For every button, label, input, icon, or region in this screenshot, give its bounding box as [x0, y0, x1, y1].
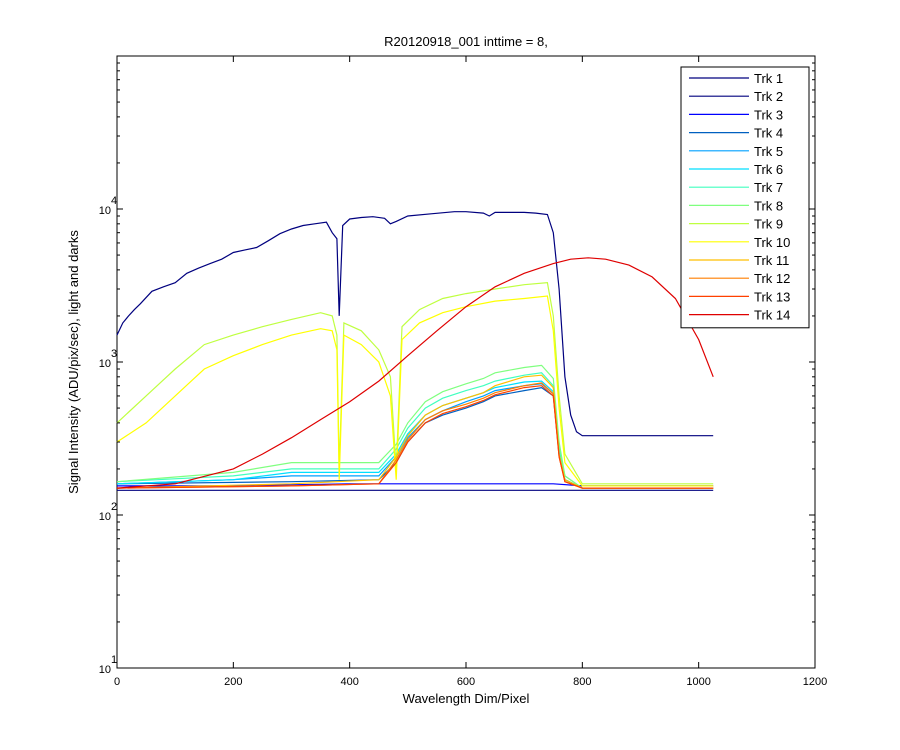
legend-item: Trk 9 [689, 217, 783, 232]
x-axis-label: Wavelength Dim/Pixel [403, 691, 530, 706]
series-line-trk-14 [116, 257, 714, 489]
series-line-trk-13 [116, 385, 714, 489]
y-tick-base: 10 [99, 205, 111, 217]
x-tick-label: 800 [573, 676, 591, 688]
x-tick-label: 200 [224, 676, 242, 688]
legend-item: Trk 12 [689, 271, 790, 286]
y-tick-exponent: 1 [111, 654, 117, 666]
legend-label: Trk 10 [754, 235, 790, 250]
legend-item: Trk 4 [689, 126, 783, 141]
chart-title: R20120918_001 inttime = 8, [384, 34, 548, 49]
legend-label: Trk 9 [754, 217, 783, 232]
y-tick-base: 10 [99, 511, 111, 523]
legend-label: Trk 8 [754, 198, 783, 213]
legend-label: Trk 14 [754, 308, 790, 323]
legend-item: Trk 7 [689, 180, 783, 195]
y-tick-exponent: 4 [111, 195, 117, 207]
legend-item: Trk 6 [689, 162, 783, 177]
legend-item: Trk 11 [689, 253, 789, 268]
x-tick-label: 400 [340, 676, 358, 688]
series-line-trk-7 [116, 372, 714, 489]
legend-item: Trk 13 [689, 289, 790, 304]
legend-label: Trk 4 [754, 126, 783, 141]
series-line-trk-1 [116, 211, 714, 437]
y-tick-label: 104 [99, 195, 117, 217]
legend-box [680, 66, 810, 329]
x-tick-label: 600 [457, 676, 475, 688]
y-tick-exponent: 2 [111, 501, 117, 513]
legend-item: Trk 14 [689, 308, 790, 323]
legend-item: Trk 10 [689, 235, 790, 250]
series-layer [116, 211, 714, 491]
legend-label: Trk 11 [754, 253, 789, 268]
y-tick-label: 102 [99, 501, 117, 523]
legend-label: Trk 3 [754, 107, 783, 122]
y-tick-label: 103 [99, 348, 117, 370]
legend-label: Trk 6 [754, 162, 783, 177]
legend-label: Trk 2 [754, 89, 783, 104]
legend-item: Trk 8 [689, 198, 783, 213]
y-tick-base: 10 [99, 664, 111, 676]
series-line-trk-10 [116, 295, 714, 487]
x-tick-label: 1000 [686, 676, 710, 688]
y-tick-label: 101 [99, 654, 117, 676]
legend-item: Trk 2 [689, 89, 783, 104]
legend: Trk 1 Trk 2 Trk 3 Trk 4 Trk 5 Trk 6 Trk 7 Trk 8… [680, 66, 810, 329]
legend-label: Trk 1 [754, 71, 783, 86]
legend-item: Trk 1 [689, 71, 783, 86]
series-line-trk-8 [116, 364, 714, 489]
series-line-trk-9 [116, 282, 714, 485]
x-tick-label: 0 [114, 676, 120, 688]
y-tick-base: 10 [99, 358, 111, 370]
legend-label: Trk 12 [754, 271, 790, 286]
legend-item: Trk 3 [689, 107, 783, 122]
y-axis-label: Signal Intensity (ADU/pix/sec), light an… [66, 230, 81, 494]
legend-label: Trk 13 [754, 289, 790, 304]
legend-label: Trk 7 [754, 180, 783, 195]
legend-item: Trk 5 [689, 144, 783, 159]
y-tick-exponent: 3 [111, 348, 117, 360]
legend-label: Trk 5 [754, 144, 783, 159]
x-tick-label: 1200 [803, 676, 827, 688]
